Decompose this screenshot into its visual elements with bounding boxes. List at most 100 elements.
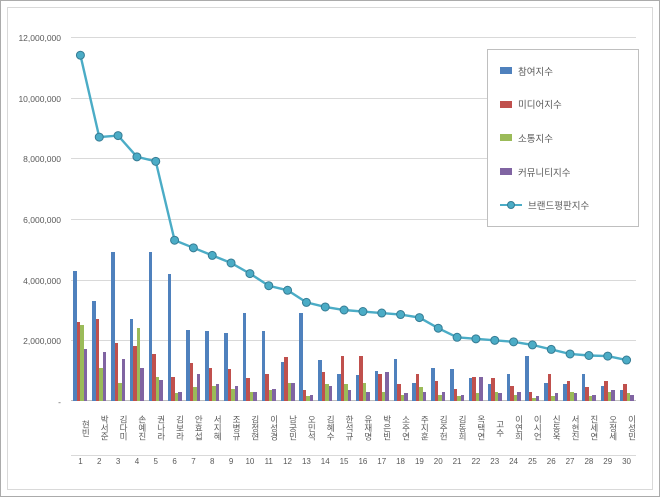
bar-소통지수: [99, 367, 103, 401]
rank-label: 13: [301, 457, 311, 466]
bar-소통지수: [287, 382, 292, 401]
bar-참여지수: [111, 252, 115, 401]
bar-소통지수: [193, 387, 197, 401]
bar-커뮤니티지수: [159, 379, 163, 401]
category-label: 박서준: [99, 415, 110, 441]
bar-참여지수: [261, 331, 266, 401]
rank-label: 15: [339, 457, 349, 466]
plot-area: [71, 37, 636, 401]
bar-미디어지수: [114, 343, 119, 401]
bar-미디어지수: [95, 319, 100, 401]
bar-커뮤니티지수: [592, 394, 596, 401]
bar-커뮤니티지수: [215, 384, 220, 401]
bar-group: [316, 37, 335, 401]
bar-소통지수: [268, 390, 273, 401]
bar-소통지수: [344, 384, 348, 401]
bar-참여지수: [431, 367, 435, 401]
rank-label: 20: [433, 457, 443, 466]
bar-미디어지수: [566, 381, 571, 401]
bar-미디어지수: [453, 388, 458, 401]
bar-미디어지수: [491, 378, 495, 401]
bar-커뮤니티지수: [630, 394, 634, 401]
bar-커뮤니티지수: [102, 352, 107, 401]
bar-group: [467, 37, 486, 401]
bar-소통지수: [607, 391, 612, 401]
line-marker: [320, 302, 330, 312]
category-label: 유재명: [363, 415, 374, 441]
category-label: 김혜수: [325, 415, 336, 441]
bar-참여지수: [355, 375, 360, 401]
bar-소통지수: [381, 391, 386, 401]
bar-group: [184, 37, 203, 401]
bar-참여지수: [318, 360, 322, 401]
category-label: 이시언: [532, 415, 543, 441]
bar-커뮤니티지수: [121, 358, 126, 401]
bar-group: [372, 37, 391, 401]
bar-참여지수: [205, 331, 209, 401]
line-marker: [377, 308, 387, 318]
bar-참여지수: [487, 384, 492, 401]
bar-커뮤니티지수: [366, 391, 370, 401]
bar-미디어지수: [415, 373, 420, 401]
bar-미디어지수: [227, 369, 232, 401]
bar-참여지수: [450, 369, 454, 401]
y-tick-label: 6,000,000: [23, 215, 61, 225]
rank-label: 3: [115, 457, 121, 466]
category-label: 이성경: [269, 415, 280, 441]
category-label: 오정세: [608, 415, 619, 441]
bar-미디어지수: [284, 357, 288, 401]
bar-소통지수: [362, 382, 367, 401]
line-marker: [471, 334, 481, 344]
rank-label: 18: [396, 457, 406, 466]
bar-group: [617, 37, 636, 401]
bar-커뮤니티지수: [385, 372, 389, 401]
rank-label: 4: [134, 457, 140, 466]
bar-미디어지수: [547, 373, 552, 401]
bar-미디어지수: [189, 363, 194, 401]
bar-참여지수: [581, 373, 586, 401]
line-marker: [151, 156, 161, 166]
bar-group: [222, 37, 241, 401]
legend-item-미디어지수: 미디어지수: [500, 97, 638, 111]
bar-미디어지수: [623, 384, 627, 401]
bar-커뮤니티지수: [404, 393, 408, 401]
legend-label: 커뮤니티지수: [518, 167, 571, 179]
bar-미디어지수: [510, 385, 514, 401]
bar-커뮤니티지수: [140, 367, 144, 401]
rank-label: 6: [172, 457, 177, 466]
bar-group: [391, 37, 410, 401]
line-marker: [358, 307, 368, 317]
bar-커뮤니티지수: [535, 396, 540, 401]
bar-미디어지수: [359, 355, 363, 401]
rank-label: 29: [603, 457, 613, 466]
line-marker: [283, 285, 293, 295]
line-marker: [452, 332, 462, 342]
rank-label: 19: [414, 457, 424, 466]
line-marker: [113, 131, 123, 141]
line-marker: [490, 335, 500, 345]
bar-커뮤니티지수: [422, 391, 427, 401]
category-label: 김동희: [457, 415, 468, 441]
bar-group: [259, 37, 278, 401]
bar-소통지수: [419, 387, 423, 401]
bar-커뮤니티지수: [554, 393, 559, 401]
y-tick-label: 8,000,000: [23, 154, 61, 165]
rank-label: 8: [210, 457, 215, 466]
bar-커뮤니티지수: [272, 388, 276, 401]
bar-참여지수: [129, 319, 134, 401]
bar-group: [485, 37, 504, 401]
bar-group: [429, 37, 448, 401]
bar-참여지수: [224, 332, 228, 401]
bar-커뮤니티지수: [291, 382, 295, 401]
bar-참여지수: [525, 355, 529, 401]
bar-group: [448, 37, 467, 401]
category-label: 조병규: [231, 415, 242, 441]
bar-미디어지수: [604, 381, 608, 401]
line-marker: [226, 258, 236, 268]
line-marker: [546, 344, 556, 354]
bar-커뮤니티지수: [517, 391, 521, 401]
rank-label: 30: [622, 457, 632, 466]
category-label: 손예진: [137, 415, 148, 441]
bar-group: [354, 37, 373, 401]
